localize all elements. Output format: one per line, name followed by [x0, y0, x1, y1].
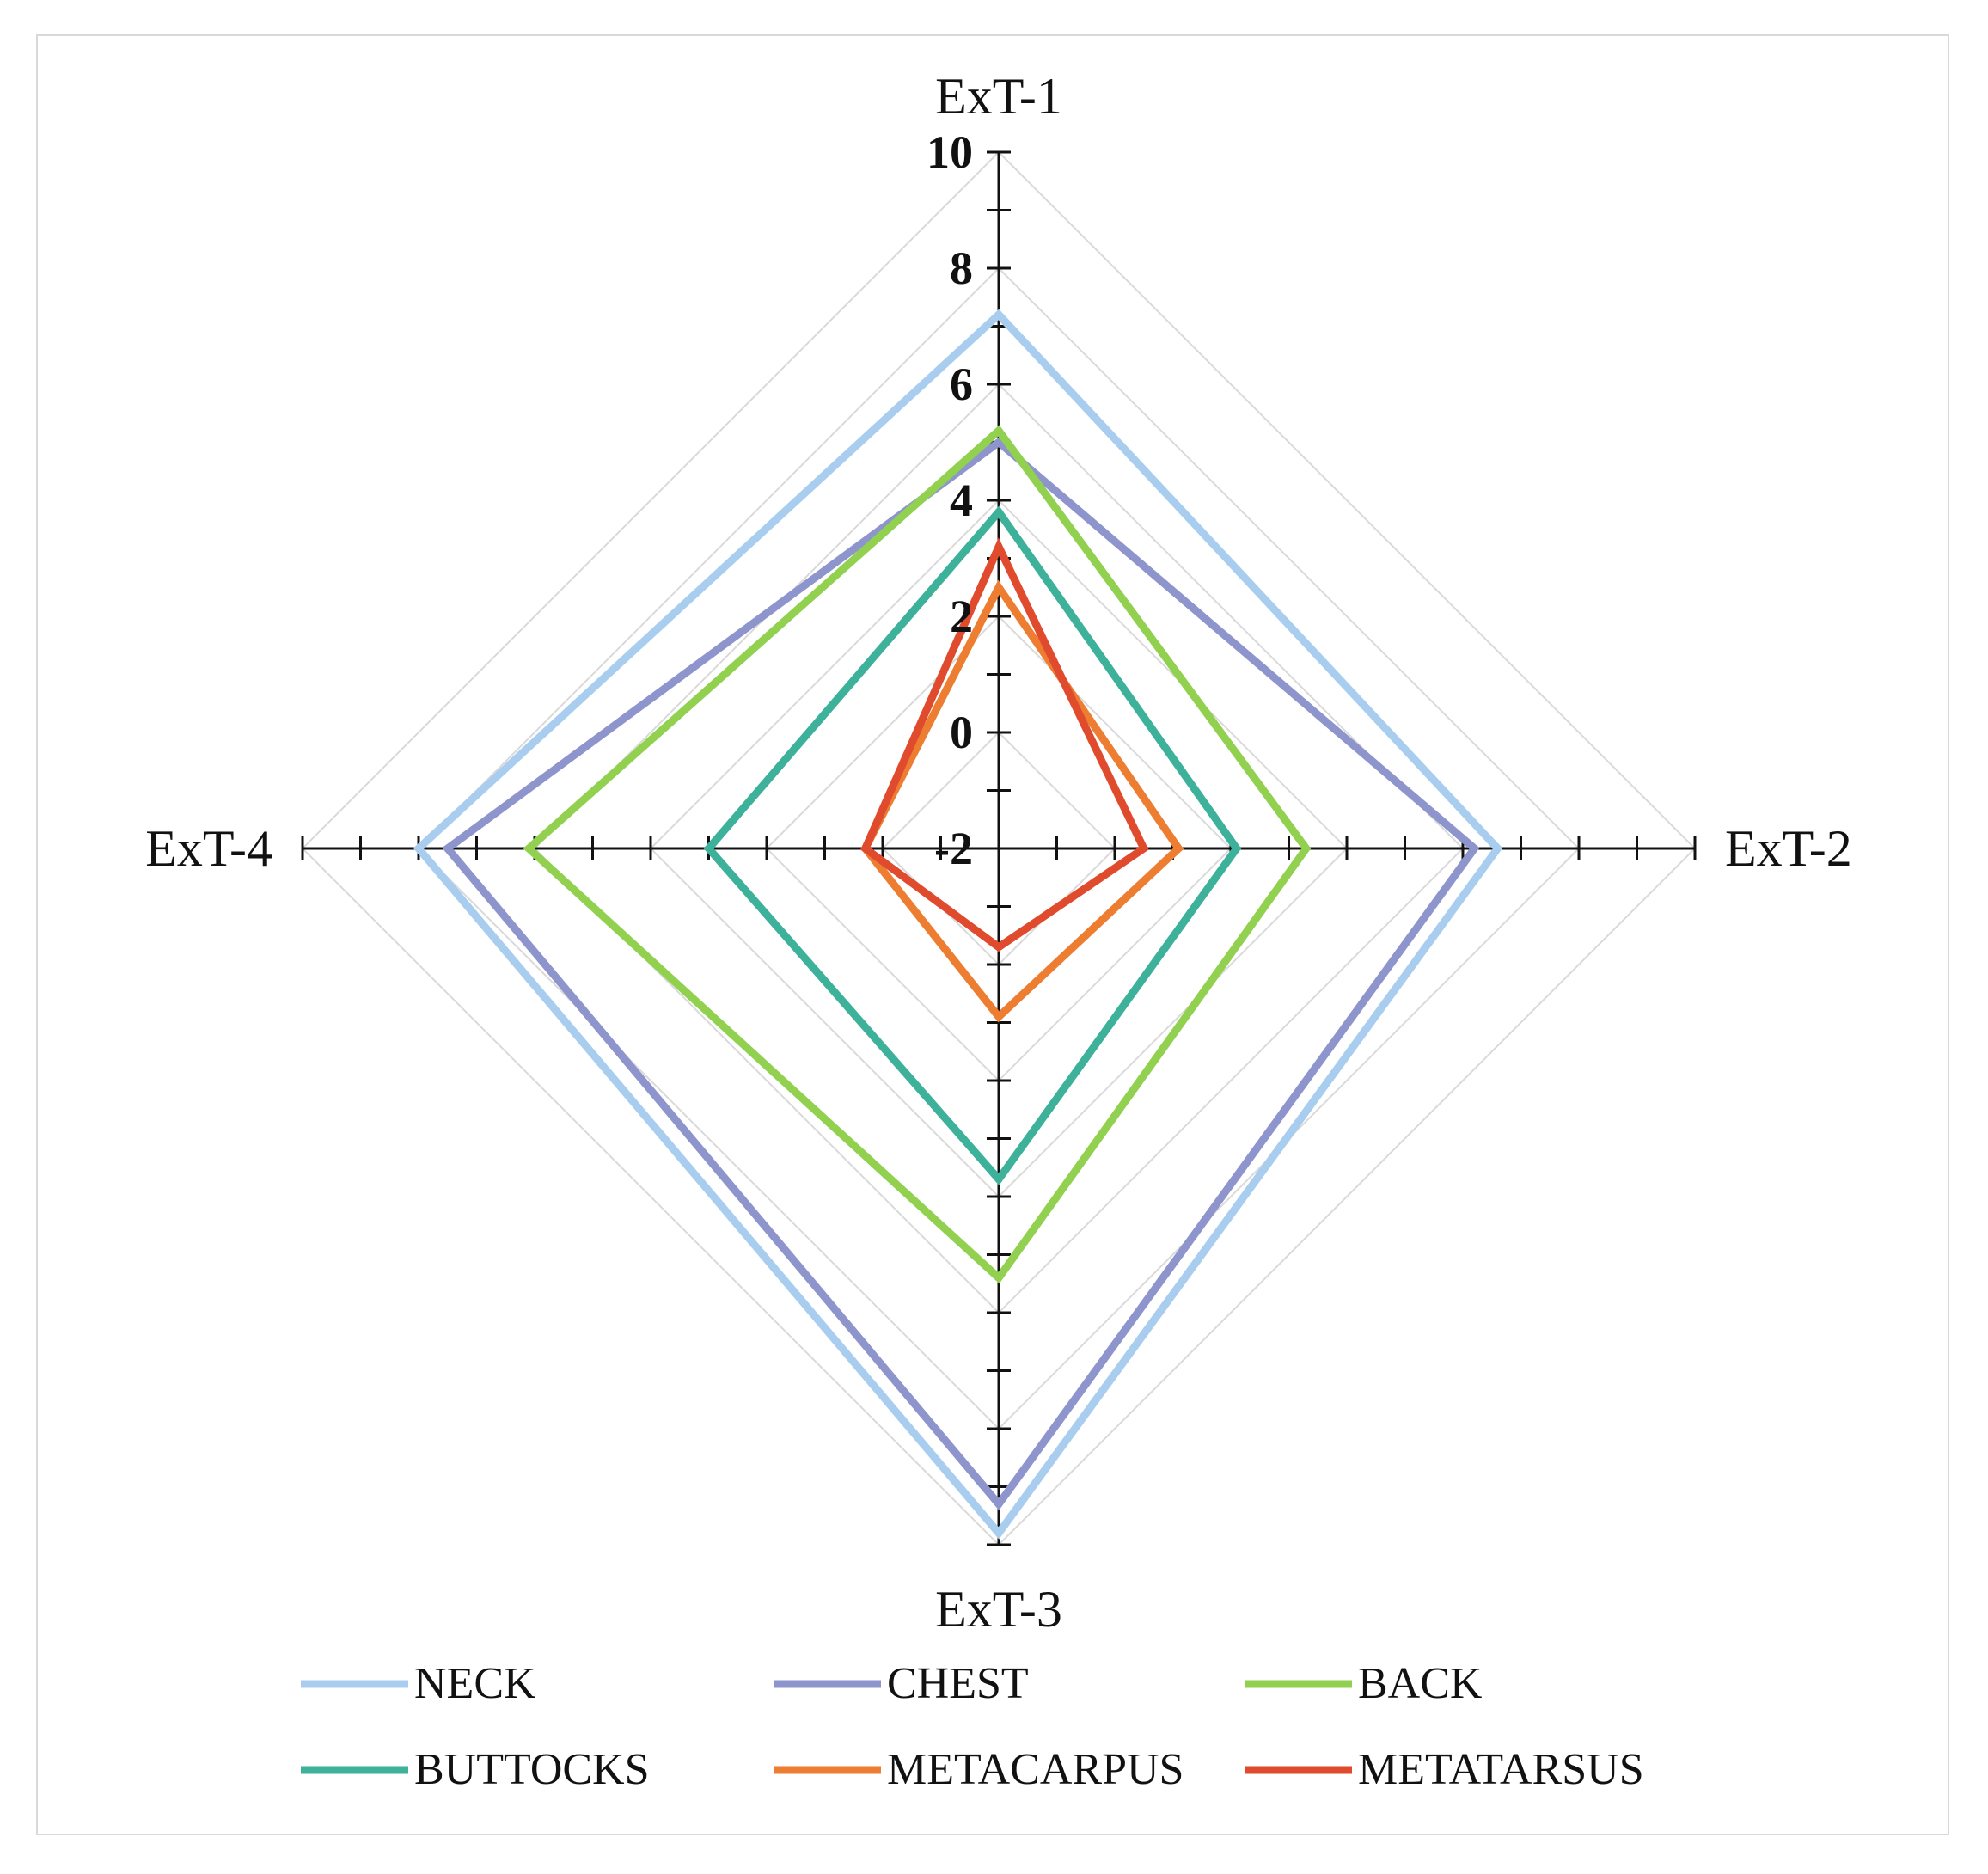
chart-frame	[36, 34, 1949, 1835]
legend-entry: METACARPUS	[774, 1745, 1184, 1794]
tick-label: 6	[950, 358, 973, 410]
legend-label: BUTTOCKS	[414, 1745, 650, 1794]
legend-label: CHEST	[887, 1659, 1029, 1708]
series-back	[523, 425, 1312, 1284]
legend-entry: BUTTOCKS	[301, 1745, 650, 1794]
axis-label-ext-1: ExT-1	[935, 68, 1062, 125]
legend-label: BACK	[1358, 1659, 1483, 1708]
legend-entry: CHEST	[774, 1659, 1029, 1708]
tick-label: -2	[934, 823, 973, 874]
axis-label-ext-3: ExT-3	[935, 1581, 1062, 1638]
tick-label: 0	[950, 707, 973, 758]
tick-label: 10	[927, 126, 973, 178]
legend-entry: NECK	[301, 1659, 536, 1708]
tick-label: 2	[950, 591, 973, 642]
legend-label: METATARSUS	[1358, 1745, 1644, 1794]
legend-entry: METATARSUS	[1245, 1745, 1644, 1794]
series-neck	[413, 309, 1503, 1540]
series-layer	[413, 309, 1503, 1540]
legend-label: NECK	[414, 1659, 536, 1708]
series-buttocks	[703, 505, 1242, 1185]
axis-label-ext-4: ExT-4	[145, 820, 272, 877]
series-metatarsus	[860, 537, 1149, 952]
tick-label: 8	[950, 242, 973, 294]
tick-label: 4	[950, 475, 973, 526]
legend: NECK CHEST BACK BUTTOCKS METACARPUS METATARSU…	[301, 1659, 1644, 1794]
axis-layer	[301, 150, 1697, 1546]
legend-entry: BACK	[1245, 1659, 1483, 1708]
series-chest	[442, 437, 1480, 1511]
legend-label: METACARPUS	[887, 1745, 1184, 1794]
series-metacarpus	[860, 579, 1184, 1023]
axis-label-ext-2: ExT-2	[1725, 820, 1852, 877]
